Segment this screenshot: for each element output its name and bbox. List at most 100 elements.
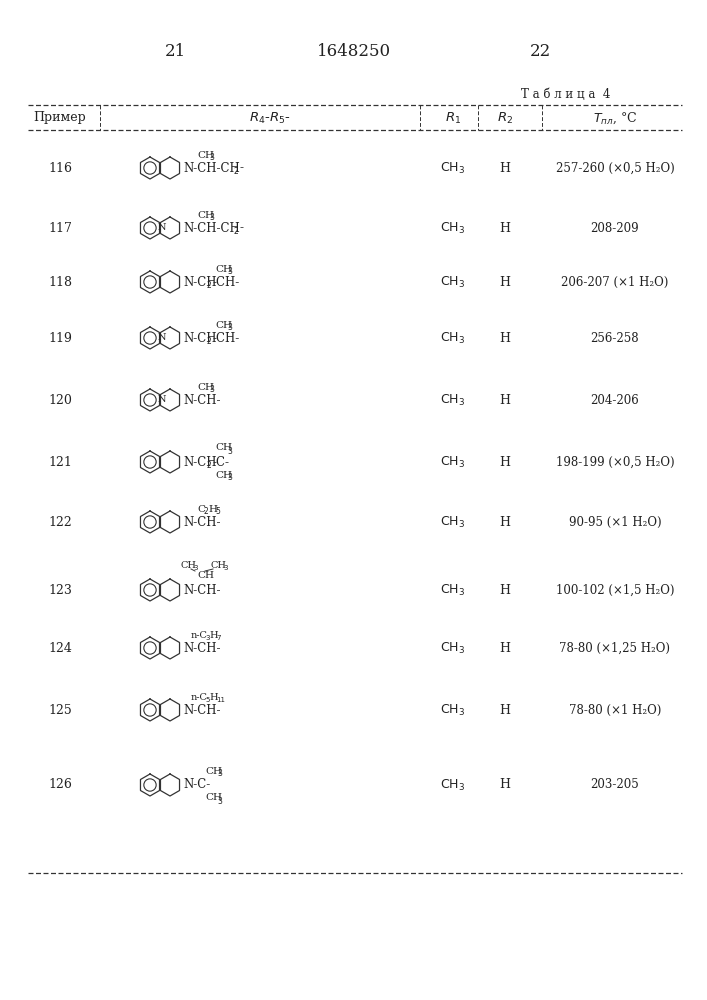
Text: 7: 7: [216, 635, 221, 641]
Text: H: H: [500, 778, 510, 792]
Text: H: H: [500, 161, 510, 174]
Text: 11: 11: [216, 697, 225, 703]
Text: $R_1$: $R_1$: [445, 110, 461, 126]
Text: 5: 5: [215, 508, 220, 516]
Text: 3: 3: [227, 324, 232, 332]
Text: 118: 118: [48, 275, 72, 288]
Text: 5: 5: [205, 697, 209, 703]
Text: -CH-: -CH-: [213, 332, 240, 344]
Text: CH: CH: [211, 560, 227, 570]
Text: CH$_3$: CH$_3$: [440, 392, 466, 408]
Text: Т а б л и ц а  4: Т а б л и ц а 4: [520, 89, 610, 102]
Text: CH: CH: [197, 382, 214, 391]
Text: $R_2$: $R_2$: [497, 110, 513, 126]
Text: N-CH-: N-CH-: [183, 516, 221, 528]
Text: 3: 3: [223, 565, 228, 571]
Text: H: H: [500, 393, 510, 406]
Text: Пример: Пример: [34, 111, 86, 124]
Text: 3: 3: [205, 635, 209, 641]
Text: N-CH-CH: N-CH-CH: [183, 161, 240, 174]
Text: H: H: [500, 704, 510, 716]
Text: 3: 3: [227, 474, 232, 483]
Text: -C-: -C-: [213, 456, 230, 468]
Text: 123: 123: [48, 584, 72, 596]
Text: N: N: [158, 395, 166, 404]
Text: N: N: [158, 224, 166, 232]
Text: 2: 2: [207, 460, 212, 470]
Text: H: H: [208, 504, 217, 514]
Text: 78-80 (×1,25 H₂O): 78-80 (×1,25 H₂O): [559, 642, 670, 654]
Text: 90-95 (×1 H₂O): 90-95 (×1 H₂O): [568, 516, 661, 528]
Text: -: -: [240, 161, 244, 174]
Text: 2: 2: [234, 166, 239, 176]
Text: H: H: [500, 222, 510, 234]
Text: n-C: n-C: [191, 631, 208, 640]
Text: 78-80 (×1 H₂O): 78-80 (×1 H₂O): [569, 704, 661, 716]
Text: CH$_3$: CH$_3$: [440, 330, 466, 346]
Text: 3: 3: [209, 153, 214, 162]
Text: CH$_3$: CH$_3$: [440, 514, 466, 530]
Text: N-CH-: N-CH-: [183, 704, 221, 716]
Text: 2: 2: [207, 280, 212, 290]
Text: 22: 22: [530, 43, 551, 60]
Text: 125: 125: [48, 704, 72, 716]
Text: 100-102 (×1,5 H₂O): 100-102 (×1,5 H₂O): [556, 584, 674, 596]
Text: 116: 116: [48, 161, 72, 174]
Text: CH: CH: [215, 264, 232, 273]
Text: 2: 2: [234, 227, 239, 235]
Text: H: H: [500, 516, 510, 528]
Text: 2: 2: [204, 508, 209, 516]
Text: CH: CH: [215, 471, 232, 480]
Text: CH$_3$: CH$_3$: [440, 160, 466, 176]
Text: 3: 3: [227, 446, 232, 456]
Text: 3: 3: [227, 267, 232, 276]
Text: 3: 3: [193, 565, 197, 571]
Text: n-C: n-C: [191, 692, 208, 702]
Text: 206-207 (×1 H₂O): 206-207 (×1 H₂O): [561, 275, 669, 288]
Text: 2: 2: [207, 336, 212, 346]
Text: N-CH: N-CH: [183, 456, 216, 468]
Text: H: H: [500, 584, 510, 596]
Text: CH: CH: [197, 211, 214, 220]
Text: 3: 3: [209, 214, 214, 223]
Text: 203-205: 203-205: [590, 778, 639, 792]
Text: $R_4$-$R_5$-: $R_4$-$R_5$-: [249, 110, 291, 126]
Text: CH$_3$: CH$_3$: [440, 220, 466, 236]
Text: 208-209: 208-209: [590, 222, 639, 234]
Text: N: N: [158, 334, 166, 342]
Text: 257-260 (×0,5 H₂O): 257-260 (×0,5 H₂O): [556, 161, 674, 174]
Text: CH: CH: [205, 766, 222, 776]
Text: C: C: [197, 504, 205, 514]
Text: -: -: [240, 222, 244, 234]
Text: 21: 21: [164, 43, 186, 60]
Text: CH: CH: [197, 572, 214, 580]
Text: CH: CH: [215, 320, 232, 330]
Text: H: H: [209, 631, 218, 640]
Text: 121: 121: [48, 456, 72, 468]
Text: -CH-: -CH-: [213, 275, 240, 288]
Text: 3: 3: [217, 796, 222, 806]
Text: N-CH-: N-CH-: [183, 584, 221, 596]
Text: CH: CH: [215, 444, 232, 452]
Text: 126: 126: [48, 778, 72, 792]
Text: 122: 122: [48, 516, 72, 528]
Text: H: H: [500, 642, 510, 654]
Text: 1648250: 1648250: [317, 43, 391, 60]
Text: CH$_3$: CH$_3$: [440, 454, 466, 470]
Text: N-CH-: N-CH-: [183, 393, 221, 406]
Text: CH: CH: [205, 794, 222, 802]
Text: 204-206: 204-206: [590, 393, 639, 406]
Text: CH$_3$: CH$_3$: [440, 702, 466, 718]
Text: CH$_3$: CH$_3$: [440, 777, 466, 793]
Text: CH$_3$: CH$_3$: [440, 640, 466, 656]
Text: N-CH: N-CH: [183, 332, 216, 344]
Text: CH$_3$: CH$_3$: [440, 274, 466, 290]
Text: H: H: [209, 692, 218, 702]
Text: CH$_3$: CH$_3$: [440, 582, 466, 598]
Text: H: H: [500, 332, 510, 344]
Text: 119: 119: [48, 332, 72, 344]
Text: N-CH-: N-CH-: [183, 642, 221, 654]
Text: 3: 3: [217, 770, 222, 778]
Text: N-CH-CH: N-CH-CH: [183, 222, 240, 234]
Text: 256-258: 256-258: [590, 332, 639, 344]
